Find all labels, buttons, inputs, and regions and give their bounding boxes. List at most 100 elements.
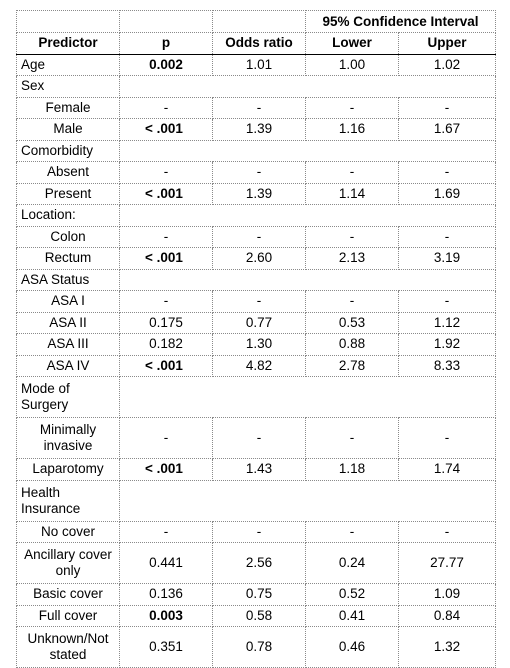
ci-lower-cell: 2.78 [305,354,399,377]
col-header-predictor: Predictor [16,32,120,55]
predictor-label: Ancillary cover only [16,542,120,584]
odds-ratio-cell: - [212,520,306,543]
table-row: Female - - - - [16,96,496,119]
odds-ratio-cell: 1.01 [212,53,306,76]
predictor-label: Age [16,53,120,76]
p-value-cell: 0.182 [119,333,213,356]
ci-upper-cell: - [398,290,496,313]
group-label: Health Insurance [16,479,120,522]
ci-lower-cell: 1.00 [305,53,399,76]
ci-lower-cell: 0.24 [305,542,399,584]
odds-ratio-table: 95% Confidence Interval Predictor p Odds… [16,10,496,668]
header-blank-cell [16,10,120,33]
group-label: Location: [16,204,120,227]
group-row-filler [119,75,496,98]
ci-upper-cell: - [398,417,496,459]
ci-upper-cell: 1.74 [398,458,496,481]
ci-lower-cell: - [305,225,399,248]
predictor-label: Minimally invasive [16,417,120,459]
header-row: Predictor p Odds ratio Lower Upper [16,32,496,55]
predictor-label: ASA IV [16,354,120,377]
table-row: Basic cover 0.136 0.75 0.52 1.09 [16,583,496,606]
group-row: Comorbidity [16,139,496,162]
ci-lower-cell: - [305,96,399,119]
table-row: Full cover 0.003 0.58 0.41 0.84 [16,604,496,627]
ci-lower-cell: - [305,290,399,313]
p-value-cell: < .001 [119,247,213,270]
odds-ratio-cell: 0.58 [212,604,306,627]
col-header-lower: Lower [305,32,399,55]
table-row: ASA III 0.182 1.30 0.88 1.92 [16,333,496,356]
predictor-label: ASA III [16,333,120,356]
odds-ratio-cell: 1.39 [212,182,306,205]
p-value-cell: - [119,520,213,543]
ci-lower-cell: 0.88 [305,333,399,356]
p-value-cell: 0.002 [119,53,213,76]
table-row: Minimally invasive - - - - [16,417,496,459]
table-row: Age 0.002 1.01 1.00 1.02 [16,53,496,76]
ci-lower-cell: - [305,161,399,184]
predictor-label: ASA I [16,290,120,313]
odds-ratio-cell: - [212,161,306,184]
ci-lower-cell: - [305,417,399,459]
group-row: Location: [16,204,496,227]
p-value-cell: 0.003 [119,604,213,627]
ci-group-header: 95% Confidence Interval [305,10,496,33]
group-row-filler [119,376,496,418]
odds-ratio-cell: 1.43 [212,458,306,481]
group-row-filler [119,268,496,291]
odds-ratio-cell: 0.77 [212,311,306,334]
odds-ratio-cell: 0.78 [212,626,306,668]
group-row: Mode of Surgery [16,376,496,418]
ci-upper-cell: 0.84 [398,604,496,627]
ci-upper-cell: - [398,520,496,543]
odds-ratio-cell: 2.56 [212,542,306,584]
table-row: Colon - - - - [16,225,496,248]
table-body: Age 0.002 1.01 1.00 1.02 Sex Female - - - - Male < .… [16,53,496,668]
predictor-label: Male [16,118,120,141]
p-value-cell: - [119,417,213,459]
p-value-cell: < .001 [119,458,213,481]
ci-lower-cell: 1.14 [305,182,399,205]
p-value-cell: 0.351 [119,626,213,668]
group-label: Mode of Surgery [16,376,120,418]
table-row: ASA IV < .001 4.82 2.78 8.33 [16,354,496,377]
odds-ratio-cell: 0.75 [212,583,306,606]
odds-ratio-cell: 1.30 [212,333,306,356]
table-row: Laparotomy < .001 1.43 1.18 1.74 [16,458,496,481]
header-group-row: 95% Confidence Interval [16,10,496,33]
ci-upper-cell: 1.69 [398,182,496,205]
ci-lower-cell: 0.53 [305,311,399,334]
predictor-label: Full cover [16,604,120,627]
ci-upper-cell: 27.77 [398,542,496,584]
table-row: Absent - - - - [16,161,496,184]
predictor-label: Laparotomy [16,458,120,481]
odds-ratio-cell: 1.39 [212,118,306,141]
group-label: ASA Status [16,268,120,291]
ci-lower-cell: 1.16 [305,118,399,141]
p-value-cell: < .001 [119,182,213,205]
group-row-filler [119,479,496,522]
col-header-odds-ratio: Odds ratio [212,32,306,55]
group-label: Comorbidity [16,139,120,162]
ci-lower-cell: 0.46 [305,626,399,668]
table-row: ASA II 0.175 0.77 0.53 1.12 [16,311,496,334]
ci-upper-cell: 1.12 [398,311,496,334]
header-blank-cell [119,10,213,33]
group-label: Sex [16,75,120,98]
predictor-label: Colon [16,225,120,248]
odds-ratio-cell: - [212,290,306,313]
ci-lower-cell: 1.18 [305,458,399,481]
ci-upper-cell: 8.33 [398,354,496,377]
ci-upper-cell: 1.67 [398,118,496,141]
odds-ratio-cell: - [212,417,306,459]
table-row: No cover - - - - [16,520,496,543]
header-blank-cell [212,10,306,33]
p-value-cell: < .001 [119,118,213,141]
col-header-p: p [119,32,213,55]
p-value-cell: - [119,290,213,313]
table-row: Male < .001 1.39 1.16 1.67 [16,118,496,141]
predictor-label: Basic cover [16,583,120,606]
table-row: Ancillary cover only 0.441 2.56 0.24 27.77 [16,542,496,584]
ci-upper-cell: - [398,161,496,184]
